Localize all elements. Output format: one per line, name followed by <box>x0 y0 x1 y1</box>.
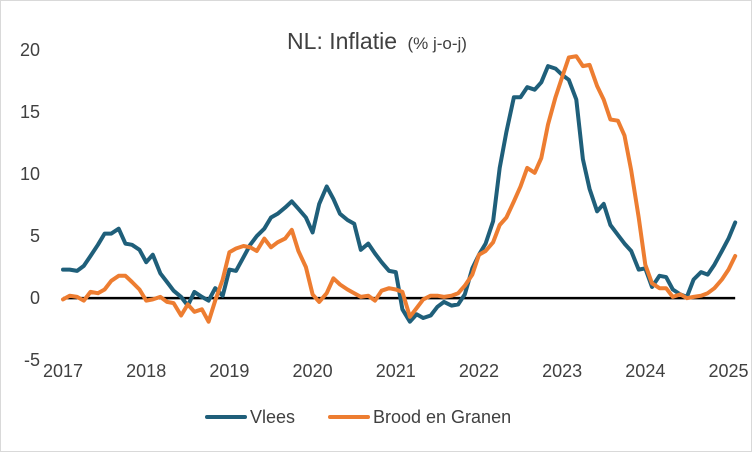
y-axis-ticks: -5 0 5 10 15 20 <box>20 40 40 370</box>
legend-item-brood-en-granen: Brood en Granen <box>373 407 511 427</box>
x-axis-ticks: 2017 2018 2019 2020 2021 2022 2023 2024 2025 <box>43 361 749 381</box>
chart-title: NL: Inflatie <box>287 28 397 54</box>
x-tick-label: 2021 <box>376 361 416 381</box>
legend: Vlees Brood en Granen <box>205 407 511 427</box>
x-tick-label: 2022 <box>459 361 499 381</box>
series-lines <box>61 54 738 324</box>
x-tick-label: 2017 <box>43 361 83 381</box>
x-tick-label: 2019 <box>209 361 249 381</box>
series-line-brood-en-granen <box>61 54 738 324</box>
y-tick-label: 20 <box>20 40 40 60</box>
x-tick-label: 2025 <box>708 361 748 381</box>
y-tick-label: 10 <box>20 164 40 184</box>
x-tick-label: 2023 <box>542 361 582 381</box>
y-tick-label: 5 <box>30 226 40 246</box>
y-tick-label: 0 <box>30 288 40 308</box>
legend-item-vlees: Vlees <box>250 407 295 427</box>
chart-title-group: NL: Inflatie (% j-o-j) <box>287 28 467 54</box>
x-tick-label: 2024 <box>625 361 665 381</box>
x-tick-label: 2018 <box>126 361 166 381</box>
x-tick-label: 2020 <box>293 361 333 381</box>
y-tick-label: 15 <box>20 102 40 122</box>
y-tick-label: -5 <box>24 350 40 370</box>
chart-subtitle: (% j-o-j) <box>407 34 467 53</box>
